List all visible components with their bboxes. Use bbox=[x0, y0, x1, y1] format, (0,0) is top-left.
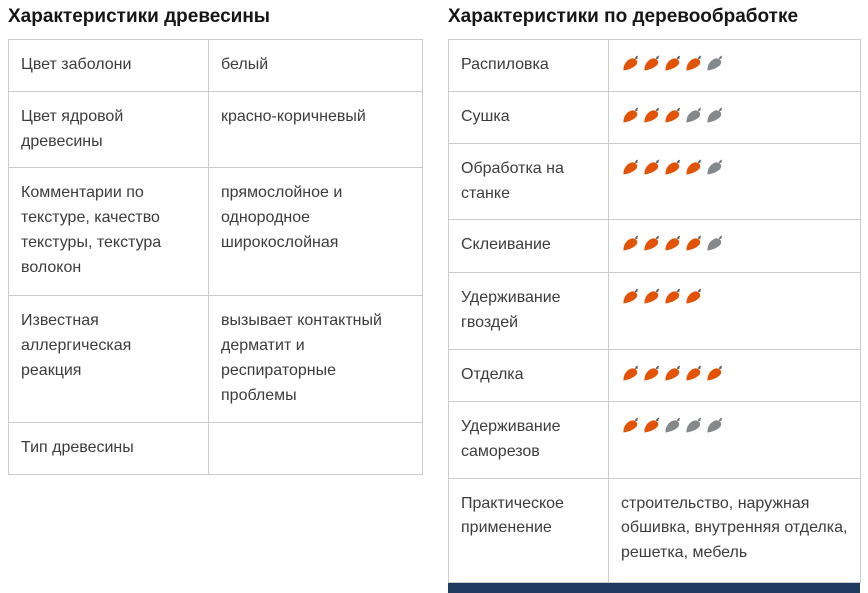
row-value: красно-коричневый bbox=[208, 90, 423, 169]
pepper-rating-icon bbox=[684, 106, 703, 125]
pepper-rating-icon bbox=[705, 364, 724, 383]
pepper-rating-icon bbox=[705, 234, 724, 253]
table-row: Известная аллергическая реакция вызывает… bbox=[8, 295, 423, 424]
row-value: строительство, наружная обшивка, внутрен… bbox=[608, 477, 861, 583]
pepper-rating-icon bbox=[621, 416, 640, 435]
rating-peppers bbox=[621, 158, 848, 177]
workability-section: Характеристики по деревообработке Распил… bbox=[448, 3, 861, 593]
pepper-rating-icon bbox=[642, 106, 661, 125]
table-row: Практическое применение строительство, н… bbox=[448, 477, 861, 583]
row-label: Цвет заболони bbox=[8, 38, 209, 92]
pepper-rating-icon bbox=[684, 416, 703, 435]
table-row: Тип древесины bbox=[8, 422, 423, 476]
pepper-rating-icon bbox=[705, 158, 724, 177]
rating-peppers bbox=[621, 54, 848, 73]
table-row: Отделка bbox=[448, 348, 861, 402]
pepper-rating-icon bbox=[663, 416, 682, 435]
pepper-rating-icon bbox=[642, 364, 661, 383]
row-value: вызывает контактный дерматит и респирато… bbox=[208, 295, 423, 424]
row-label: Сушка bbox=[448, 90, 609, 144]
pepper-rating-icon bbox=[621, 158, 640, 177]
pepper-rating-icon bbox=[684, 234, 703, 253]
rating-peppers bbox=[621, 287, 848, 306]
pepper-rating-icon bbox=[684, 287, 703, 306]
table-row: Удерживание гвоздей bbox=[448, 272, 861, 350]
pepper-rating-icon bbox=[663, 54, 682, 73]
row-label: Комментарии по текстуре, качество тексту… bbox=[8, 167, 209, 297]
pepper-rating-icon bbox=[663, 106, 682, 125]
pepper-rating-icon bbox=[684, 158, 703, 177]
pepper-rating-icon bbox=[621, 106, 640, 125]
pepper-rating-icon bbox=[684, 364, 703, 383]
pepper-rating-icon bbox=[663, 234, 682, 253]
row-label: Известная аллергическая реакция bbox=[8, 295, 209, 424]
table-row: Комментарии по текстуре, качество тексту… bbox=[8, 167, 423, 297]
table-row: Сушка bbox=[448, 90, 861, 144]
pepper-rating-icon bbox=[663, 287, 682, 306]
row-label: Практическое применение bbox=[448, 477, 609, 583]
table-row: Цвет ядровой древесины красно-коричневый bbox=[8, 90, 423, 169]
pepper-rating-icon bbox=[621, 287, 640, 306]
table-row: Цвет заболони белый bbox=[8, 38, 423, 92]
row-label: Склеивание bbox=[448, 219, 609, 274]
pepper-rating-icon bbox=[705, 54, 724, 73]
row-value bbox=[208, 422, 423, 476]
workability-table: Распиловка Сушка Обработка на станке Скл… bbox=[448, 38, 861, 583]
row-label: Обработка на станке bbox=[448, 142, 609, 221]
wood-characteristics-title: Характеристики древесины bbox=[8, 6, 271, 27]
row-label: Отделка bbox=[448, 348, 609, 402]
table-row: Обработка на станке bbox=[448, 142, 861, 221]
rating-peppers bbox=[621, 364, 848, 383]
pepper-rating-icon bbox=[705, 106, 724, 125]
row-label: Удерживание гвоздей bbox=[448, 272, 609, 350]
pepper-rating-icon bbox=[642, 158, 661, 177]
pepper-rating-icon bbox=[642, 416, 661, 435]
table-row: Склеивание bbox=[448, 219, 861, 274]
row-label: Распиловка bbox=[448, 38, 609, 92]
pepper-rating-icon bbox=[642, 54, 661, 73]
bottom-bar bbox=[448, 582, 860, 593]
row-label: Удерживание саморезов bbox=[448, 400, 609, 479]
rating-peppers bbox=[621, 106, 848, 125]
workability-title: Характеристики по деревообработке bbox=[448, 6, 799, 27]
table-row: Распиловка bbox=[448, 38, 861, 92]
pepper-rating-icon bbox=[663, 364, 682, 383]
pepper-rating-icon bbox=[621, 364, 640, 383]
rating-peppers bbox=[621, 234, 848, 253]
row-value: белый bbox=[208, 38, 423, 92]
pepper-rating-icon bbox=[663, 158, 682, 177]
wood-characteristics-table: Цвет заболони белый Цвет ядровой древеси… bbox=[8, 38, 423, 476]
row-label: Цвет ядровой древесины bbox=[8, 90, 209, 169]
pepper-rating-icon bbox=[684, 54, 703, 73]
pepper-rating-icon bbox=[621, 54, 640, 73]
pepper-rating-icon bbox=[642, 287, 661, 306]
row-label: Тип древесины bbox=[8, 422, 209, 476]
wood-characteristics-section: Характеристики древесины Цвет заболони б… bbox=[8, 3, 423, 593]
rating-peppers bbox=[621, 416, 848, 435]
table-row: Удерживание саморезов bbox=[448, 400, 861, 479]
pepper-rating-icon bbox=[705, 416, 724, 435]
pepper-rating-icon bbox=[642, 234, 661, 253]
row-value: прямослойное и однородное широкослойная bbox=[208, 167, 423, 297]
pepper-rating-icon bbox=[621, 234, 640, 253]
